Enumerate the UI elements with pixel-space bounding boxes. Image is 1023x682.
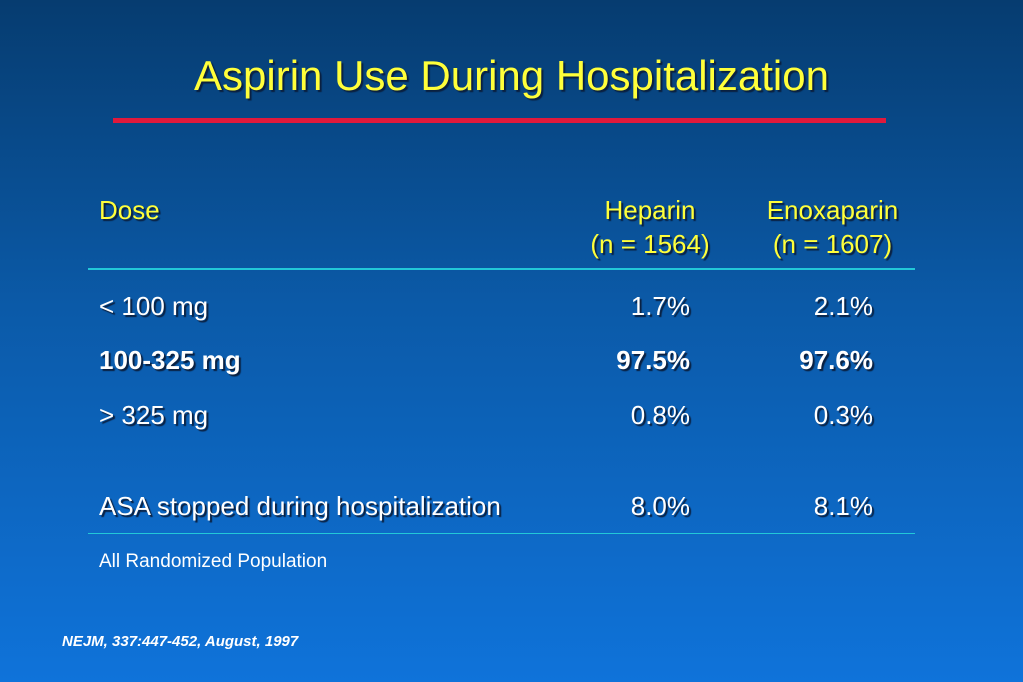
- table-row: < 100 mg 1.7% 2.1%: [0, 289, 1023, 323]
- slide-title: Aspirin Use During Hospitalization: [194, 52, 829, 99]
- title-underline: [113, 118, 886, 123]
- heparin-header-n: (n = 1564): [590, 229, 710, 259]
- row-enoxaparin-value: 8.1%: [813, 491, 873, 521]
- table-row: 100-325 mg 97.5% 97.6%: [0, 343, 1023, 377]
- row-heparin-value: 97.5%: [616, 345, 690, 375]
- row-enoxaparin-value: 2.1%: [813, 291, 873, 321]
- row-heparin-value: 0.8%: [630, 400, 690, 430]
- row-heparin-value: 8.0%: [630, 491, 690, 521]
- heparin-header-name: Heparin: [604, 195, 696, 225]
- row-dose-label: 100-325 mg: [99, 345, 241, 375]
- row-dose-label: > 325 mg: [99, 400, 209, 430]
- row-enoxaparin-value: 0.3%: [813, 400, 873, 430]
- row-enoxaparin-value: 97.6%: [799, 345, 873, 375]
- table-header-divider: [88, 268, 915, 270]
- row-dose-label: ASA stopped during hospitalization: [99, 491, 501, 521]
- column-header-heparin: Heparin (n = 1564): [575, 193, 725, 261]
- enoxaparin-header-n: (n = 1607): [772, 229, 893, 259]
- population-footnote: All Randomized Population: [99, 551, 328, 572]
- column-header-enoxaparin: Enoxaparin (n = 1607): [750, 193, 915, 261]
- enoxaparin-header-name: Enoxaparin: [766, 195, 899, 225]
- table-row: > 325 mg 0.8% 0.3%: [0, 398, 1023, 432]
- row-dose-label: < 100 mg: [99, 291, 209, 321]
- column-header-dose: Dose: [99, 195, 160, 225]
- table-row: ASA stopped during hospitalization 8.0% …: [0, 489, 1023, 523]
- table-bottom-divider: [88, 533, 915, 534]
- citation: NEJM, 337:447-452, August, 1997: [62, 633, 299, 650]
- row-heparin-value: 1.7%: [630, 291, 690, 321]
